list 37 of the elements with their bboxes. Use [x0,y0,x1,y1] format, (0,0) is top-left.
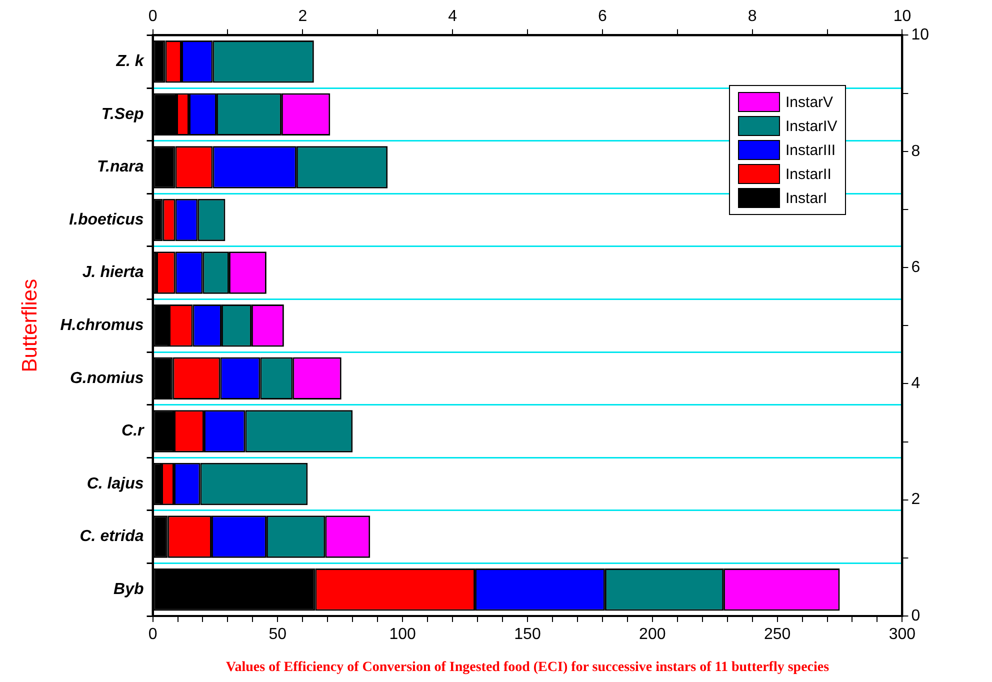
x-tick-label: 300 [888,626,916,644]
y2-tick-label: 4 [911,375,920,392]
x2-tick-label: 4 [448,8,458,26]
y-tick-label: C.r [122,422,145,440]
y-tick-label: I.boeticus [69,211,144,228]
x-tick-label: 100 [389,626,416,644]
y-tick-label: C. etrida [80,528,144,546]
y-tick-label: Byb [114,581,144,598]
legend-label: InstarIV [786,118,838,135]
y2-tick-label: 8 [911,142,920,160]
x-axis-title: Values of Efficiency of Conversion of Ingested food (ECI) for successive instars of 11 butterfly species [226,660,830,676]
y-tick-label: C. lajus [86,475,144,492]
x2-tick-label: 2 [298,8,308,26]
x-tick-label: 250 [764,626,791,644]
x2-tick-label: 6 [598,8,607,26]
legend-label: InstarV [786,94,834,111]
x2-tick-label: 10 [893,8,912,26]
y-tick-label: T.Sep [101,106,144,123]
y2-tick-label: 6 [911,258,920,276]
y-tick-label: H.chromus [60,317,144,334]
y-tick-label: J. hierta [82,264,144,282]
legend-label: InstarI [786,190,828,207]
y2-tick-label: 10 [911,26,930,44]
x-tick-label: 150 [514,626,541,644]
y2-tick-label: 2 [911,491,920,508]
x-tick-label: 50 [268,626,287,644]
legend-label: InstarIII [786,142,836,159]
x-tick-label: 200 [639,626,666,644]
x2-tick-label: 8 [748,8,757,26]
y2-tick-label: 0 [911,607,920,624]
y-tick-label: T.nara [96,158,144,176]
y-tick-label: G.nomius [70,370,144,387]
y-tick-label: Z. k [115,53,145,70]
x-tick-label: 0 [148,626,158,644]
x2-tick-label: 0 [148,8,158,26]
legend-label: InstarII [786,166,832,183]
y-axis-title: Butterflies [18,278,42,372]
